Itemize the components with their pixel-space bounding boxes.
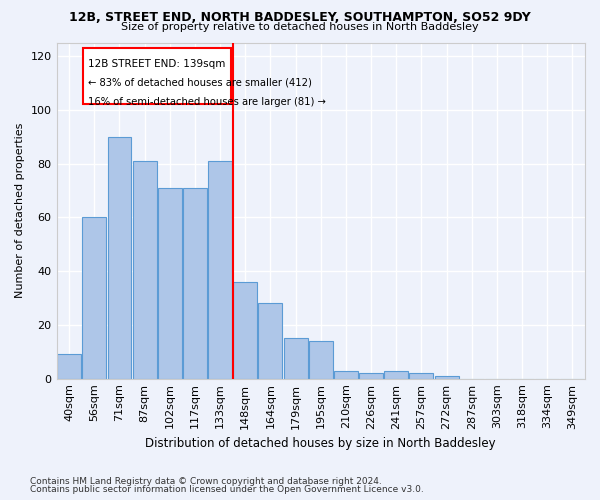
- Bar: [409, 374, 433, 378]
- Bar: [82, 218, 106, 378]
- Bar: [359, 374, 383, 378]
- Bar: [183, 188, 207, 378]
- FancyBboxPatch shape: [83, 48, 232, 104]
- Bar: [284, 338, 308, 378]
- Text: Contains HM Land Registry data © Crown copyright and database right 2024.: Contains HM Land Registry data © Crown c…: [30, 477, 382, 486]
- Text: Size of property relative to detached houses in North Baddesley: Size of property relative to detached ho…: [121, 22, 479, 32]
- Text: Contains public sector information licensed under the Open Government Licence v3: Contains public sector information licen…: [30, 485, 424, 494]
- Bar: [334, 370, 358, 378]
- Bar: [57, 354, 81, 378]
- Bar: [158, 188, 182, 378]
- Text: 16% of semi-detached houses are larger (81) →: 16% of semi-detached houses are larger (…: [88, 96, 326, 106]
- Bar: [107, 136, 131, 378]
- Y-axis label: Number of detached properties: Number of detached properties: [15, 123, 25, 298]
- Text: 12B, STREET END, NORTH BADDESLEY, SOUTHAMPTON, SO52 9DY: 12B, STREET END, NORTH BADDESLEY, SOUTHA…: [69, 11, 531, 24]
- Bar: [385, 370, 408, 378]
- Text: ← 83% of detached houses are smaller (412): ← 83% of detached houses are smaller (41…: [88, 78, 312, 88]
- Bar: [434, 376, 458, 378]
- Bar: [133, 161, 157, 378]
- X-axis label: Distribution of detached houses by size in North Baddesley: Distribution of detached houses by size …: [145, 437, 496, 450]
- Bar: [309, 341, 333, 378]
- Bar: [208, 161, 232, 378]
- Text: 12B STREET END: 139sqm: 12B STREET END: 139sqm: [88, 59, 226, 69]
- Bar: [233, 282, 257, 378]
- Bar: [259, 304, 283, 378]
